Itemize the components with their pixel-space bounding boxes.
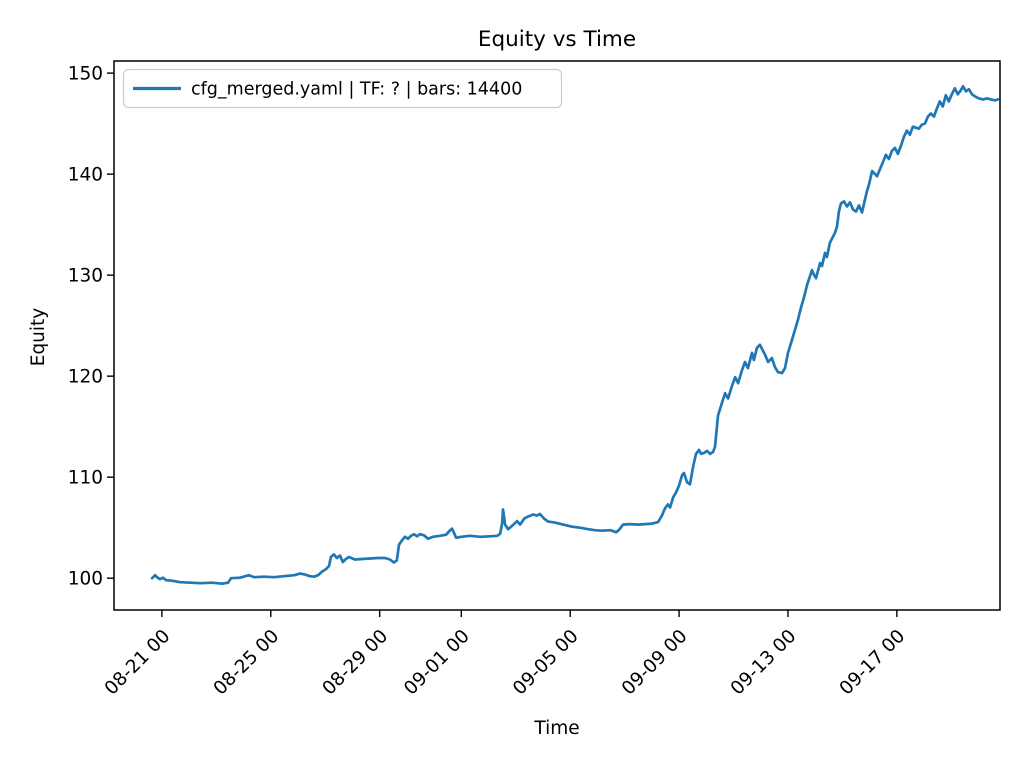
y-tick-label: 110 xyxy=(68,468,103,489)
chart-title: Equity vs Time xyxy=(478,27,636,52)
y-tick-label: 150 xyxy=(68,64,103,85)
y-axis-label: Equity xyxy=(28,308,49,367)
legend-label: cfg_merged.yaml | TF: ? | bars: 14400 xyxy=(191,80,522,100)
y-tick-label: 130 xyxy=(68,266,103,287)
x-tick-label: 08-21 00 xyxy=(101,626,175,700)
x-tick-label: 09-01 00 xyxy=(400,626,474,700)
plot-border xyxy=(113,60,1001,611)
legend: cfg_merged.yaml | TF: ? | bars: 14400 xyxy=(122,68,563,109)
y-tick-label: 100 xyxy=(68,569,103,590)
legend-box xyxy=(122,68,563,109)
x-tick-label: 08-29 00 xyxy=(319,626,393,700)
y-axis-ticks: 100 110 120 130 140 150 xyxy=(68,64,114,590)
equity-line xyxy=(150,84,1000,586)
x-axis-label: Time xyxy=(533,718,579,739)
y-tick-label: 120 xyxy=(68,367,103,388)
x-tick-label: 09-13 00 xyxy=(727,626,801,700)
x-axis-ticks: 08-21 00 08-25 00 08-29 00 09-01 00 09-05 00… xyxy=(101,610,910,700)
x-tick-label: 08-25 00 xyxy=(210,626,284,700)
x-tick-label: 09-05 00 xyxy=(509,626,583,700)
y-tick-label: 140 xyxy=(68,165,103,186)
x-tick-label: 09-09 00 xyxy=(618,626,692,700)
x-tick-label: 09-17 00 xyxy=(836,626,910,700)
